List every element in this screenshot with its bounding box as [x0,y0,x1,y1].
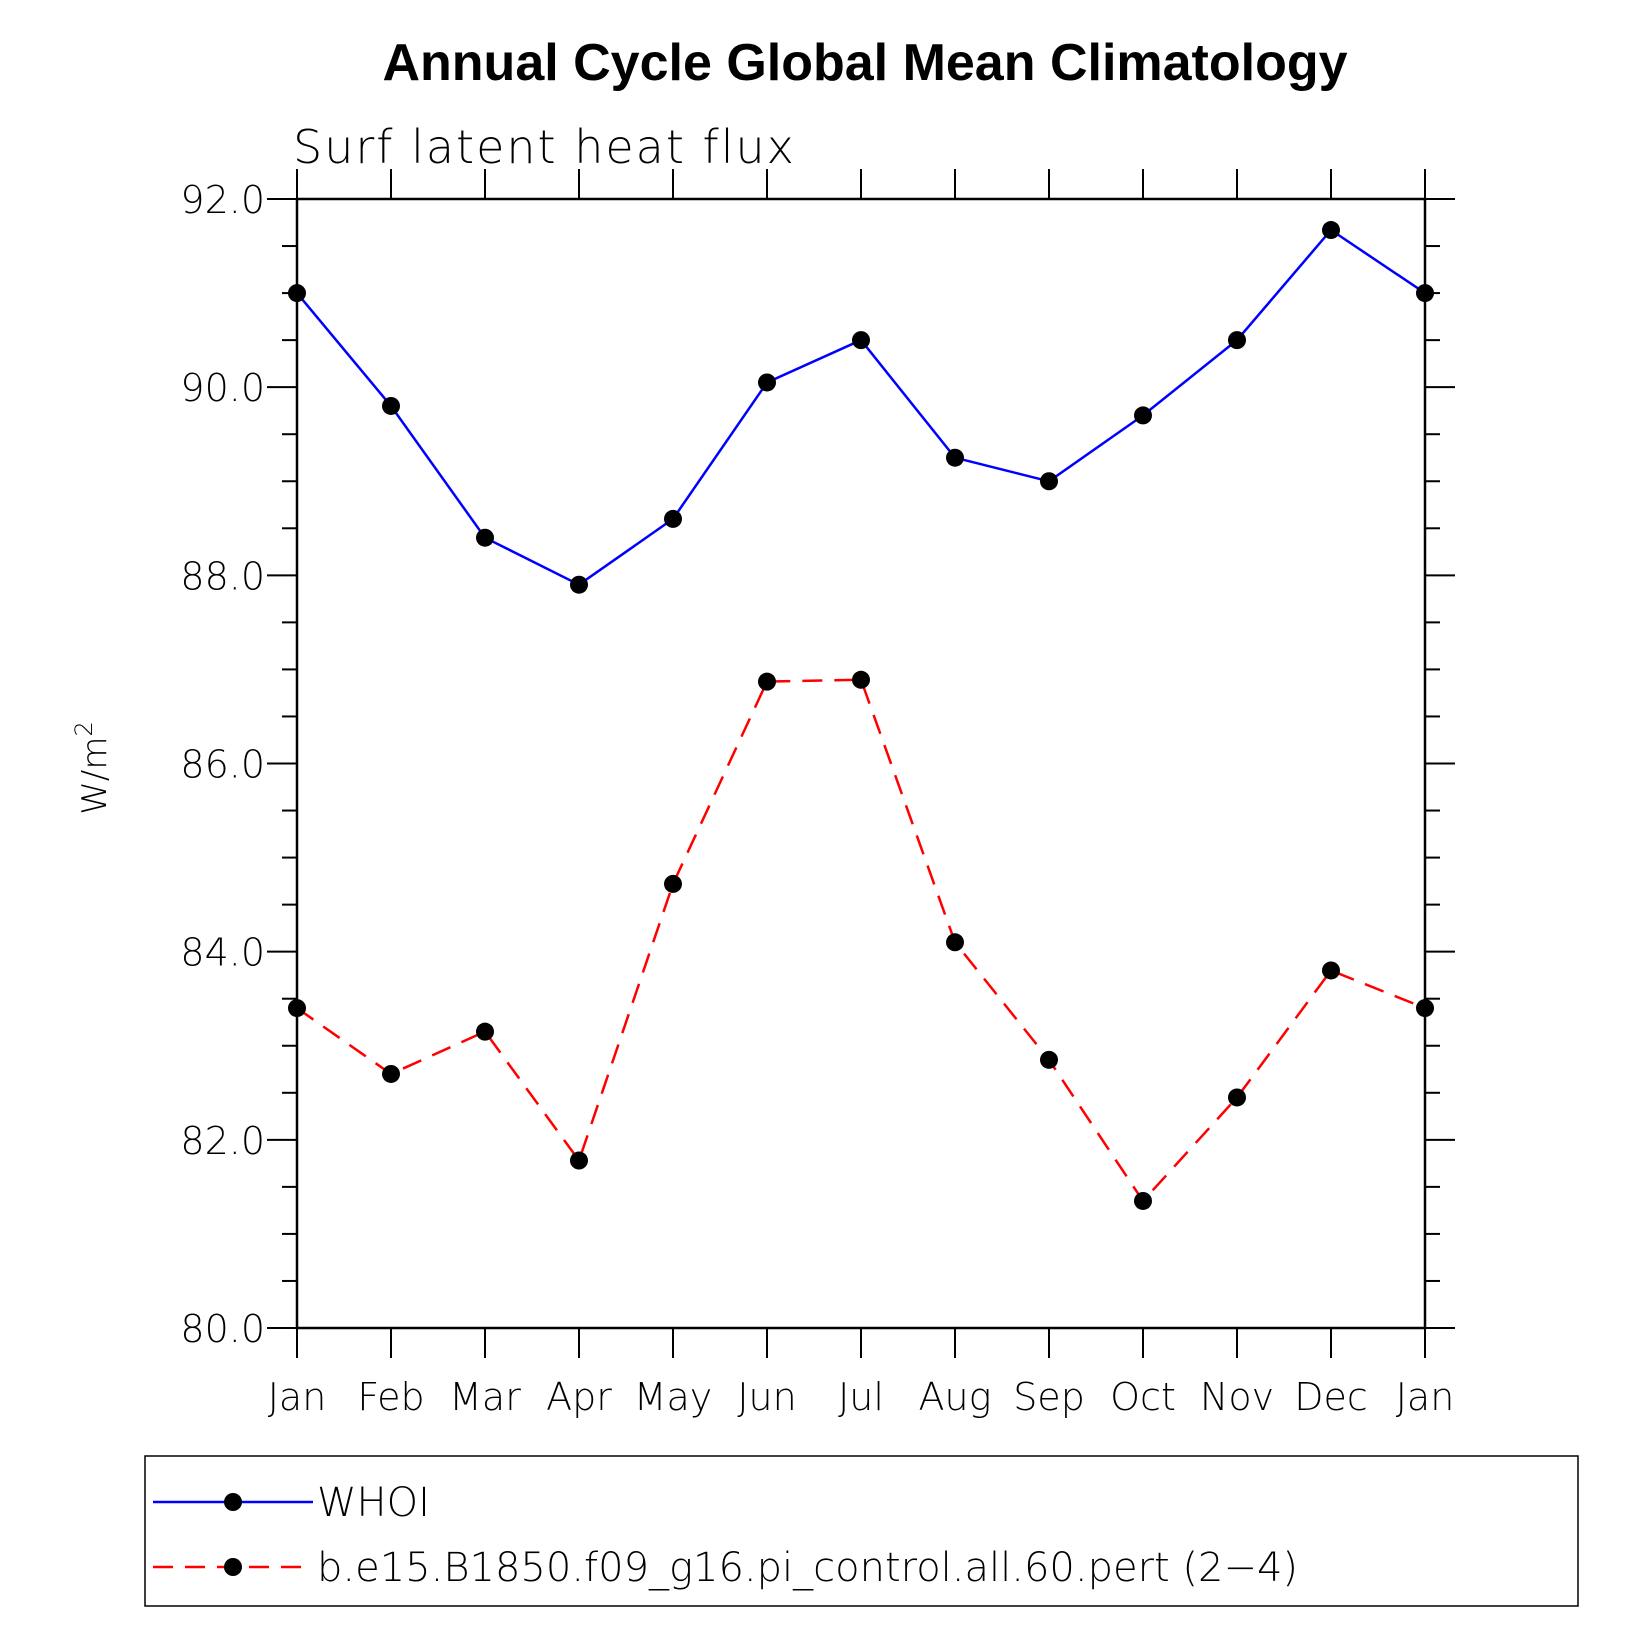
x-tick-label: Jun [737,1375,796,1419]
series-1-point [570,1151,588,1170]
y-tick-label: 90.0 [180,366,265,410]
series-0-point [1322,221,1340,240]
series-1-point [758,672,776,691]
series-1-point [946,933,964,952]
series-1-point [288,999,306,1018]
x-tick-label: Dec [1294,1375,1368,1419]
series-1-point [1134,1191,1152,1210]
x-tick-label: Oct [1110,1375,1176,1419]
y-tick-label: 80.0 [180,1307,265,1351]
series-0-point [852,331,870,350]
x-tick-label: Sep [1013,1375,1085,1419]
plot-frame [295,197,1427,1330]
series-line-1 [296,678,1426,1204]
series-0-point [1040,472,1058,491]
y-axis-label: W/m2 [70,721,115,814]
series-1-point [1228,1088,1246,1107]
x-tick-label: Jan [1396,1375,1455,1419]
legend-swatch-marker-model [224,1558,242,1576]
y-tick-label: 82.0 [180,1119,265,1163]
x-tick-label: Aug [919,1375,992,1419]
legend: WHOI b.e15.B1850.f09_g16.pi_control.all.… [144,1455,1579,1607]
legend-swatch-marker-whoi [224,1493,242,1511]
legend-box [144,1455,1579,1607]
series-layer [288,221,1434,1210]
series-1-point [852,670,870,689]
series-0-point [946,448,964,467]
y-tick-label: 84.0 [180,931,265,975]
series-0-point [1134,406,1152,425]
y-tick-label: 92.0 [180,178,265,222]
axes: 80.0 82.0 84.0 86.0 88.0 90.0 92.0 Jan Feb Mar Apr… [180,169,1455,1419]
y-axis-label-superscript: 2 [70,721,98,736]
x-tick-label: May [634,1375,713,1419]
series-0-point [570,575,588,594]
y-tick-label: 86.0 [180,743,265,787]
series-1-point [1322,961,1340,980]
x-tick-label: Feb [357,1375,424,1419]
series-0-point [664,509,682,528]
series-0-point [758,373,776,392]
chart-title: Annual Cycle Global Mean Climatology [382,34,1347,92]
series-1-point [476,1022,494,1041]
y-axis-label-text: W/m [75,737,115,815]
x-tick-label: Apr [546,1375,612,1419]
series-0-point [476,528,494,547]
x-tick-label: Mar [449,1375,521,1419]
series-1-point [1416,999,1434,1018]
series-0-point [1228,331,1246,350]
x-tick-label: Jul [838,1375,884,1419]
series-0-point [288,284,306,303]
series-1-point [1040,1050,1058,1069]
series-0-point [1416,284,1434,303]
y-tick-label: 88.0 [180,554,265,598]
x-tick-label: Jan [268,1375,327,1419]
series-0-point [382,396,400,415]
legend-label-whoi: WHOI [317,1480,430,1526]
x-tick-label: Nov [1200,1375,1274,1419]
series-1-point [664,874,682,893]
legend-label-model: b.e15.B1850.f09_g16.pi_control.all.60.pe… [317,1545,1298,1591]
chart-subtitle: Surf latent heat flux [293,120,796,174]
series-1-point [382,1064,400,1083]
series-line-0 [296,228,1426,587]
